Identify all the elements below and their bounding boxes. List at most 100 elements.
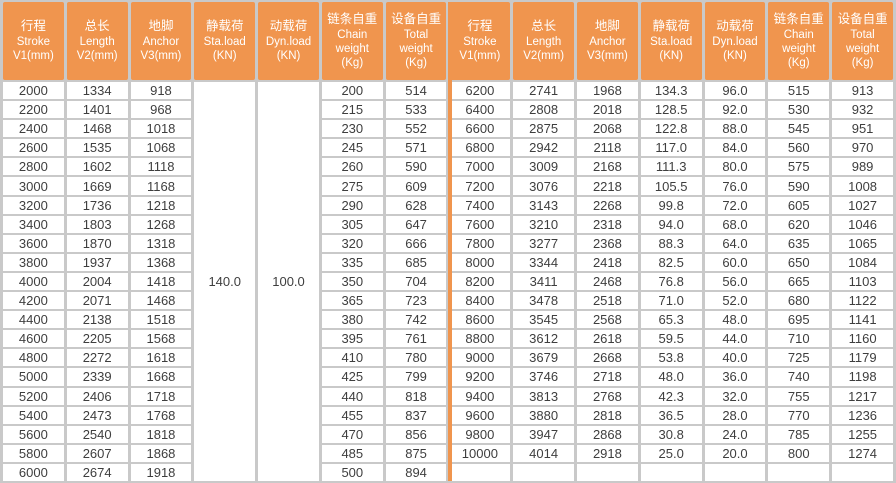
data-cell: 1218 xyxy=(130,196,192,214)
data-cell: 94.0 xyxy=(640,215,702,233)
header-line: Length xyxy=(526,35,562,48)
data-cell: 918 xyxy=(130,82,192,100)
data-cell: 59.5 xyxy=(640,330,702,348)
data-cell: 88.0 xyxy=(704,120,766,138)
data-cell: 3400 xyxy=(3,215,64,233)
header-line: 链条自重 xyxy=(327,12,378,27)
data-cell: 951 xyxy=(832,120,893,138)
data-cell: 970 xyxy=(832,139,893,157)
data-cell: 1602 xyxy=(66,158,128,176)
data-cell: 723 xyxy=(385,292,447,310)
data-cell: 932 xyxy=(832,101,893,119)
data-cell: 32.0 xyxy=(704,387,766,405)
data-cell: 1535 xyxy=(66,139,128,157)
data-cell: 1568 xyxy=(130,330,192,348)
data-cell: 3277 xyxy=(513,234,575,252)
data-cell: 500 xyxy=(321,463,383,481)
data-cell: 2718 xyxy=(577,368,638,386)
data-cell: 628 xyxy=(385,196,447,214)
data-cell: 3210 xyxy=(513,215,575,233)
data-cell: 25.0 xyxy=(640,444,702,462)
data-cell: 6400 xyxy=(449,101,511,119)
data-cell: 68.0 xyxy=(704,215,766,233)
data-cell: 3947 xyxy=(513,425,575,443)
header-line: V3(mm) xyxy=(140,49,182,62)
merged-sta-load-cell: 140.0 xyxy=(194,82,256,481)
data-cell: 704 xyxy=(385,272,447,291)
data-cell: 1118 xyxy=(130,158,192,176)
table-row: 6000 2674 1918 500 894 xyxy=(3,463,893,481)
header-line: (Kg) xyxy=(341,56,364,69)
data-cell: 2418 xyxy=(577,253,638,271)
data-cell: 350 xyxy=(321,272,383,291)
data-cell: 320 xyxy=(321,234,383,252)
data-cell: 71.0 xyxy=(640,292,702,310)
data-cell: 3880 xyxy=(513,406,575,424)
data-cell xyxy=(704,463,766,481)
data-cell: 122.8 xyxy=(640,120,702,138)
header-line: 总长 xyxy=(84,19,110,34)
data-cell: 3200 xyxy=(3,196,64,214)
data-cell: 105.5 xyxy=(640,177,702,195)
data-cell: 20.0 xyxy=(704,444,766,462)
data-cell: 2600 xyxy=(3,139,64,157)
header-line: Sta.load xyxy=(650,35,693,48)
header-line: weight xyxy=(335,42,369,55)
header-line: (KN) xyxy=(723,49,747,62)
data-cell: 1334 xyxy=(66,82,128,100)
data-cell: 5000 xyxy=(3,368,64,386)
data-cell: 1122 xyxy=(832,292,893,310)
data-cell: 2540 xyxy=(66,425,128,443)
data-cell: 605 xyxy=(768,196,830,214)
data-cell: 92.0 xyxy=(704,101,766,119)
data-cell: 3746 xyxy=(513,368,575,386)
header-cell-left-0: 行程 Stroke V1(mm) xyxy=(3,2,64,80)
data-cell: 2800 xyxy=(3,158,64,176)
data-cell: 1669 xyxy=(66,177,128,195)
data-cell: 76.0 xyxy=(704,177,766,195)
data-cell: 9800 xyxy=(449,425,511,443)
data-cell: 785 xyxy=(768,425,830,443)
data-cell: 410 xyxy=(321,349,383,367)
data-cell: 989 xyxy=(832,158,893,176)
table-row: 4400 2138 1518 380 742 8600 3545 2568 65.3 48.0 69… xyxy=(3,311,893,329)
data-cell: 1618 xyxy=(130,349,192,367)
header-line: V3(mm) xyxy=(586,49,628,62)
header-line: 地脚 xyxy=(148,19,174,34)
table-row: 5200 2406 1718 440 818 9400 3813 2768 42.3 32.0 75… xyxy=(3,387,893,405)
table-header: 行程 Stroke V1(mm) 总长 Length V2(mm) 地脚 Anchor V3(m… xyxy=(3,2,893,80)
data-cell: 1255 xyxy=(832,425,893,443)
data-cell: 4400 xyxy=(3,311,64,329)
data-cell: 4014 xyxy=(513,444,575,462)
table-row: 3400 1803 1268 305 647 7600 3210 2318 94.0 68.0 62… xyxy=(3,215,893,233)
data-cell: 3344 xyxy=(513,253,575,271)
data-cell: 3800 xyxy=(3,253,64,271)
data-cell: 4800 xyxy=(3,349,64,367)
data-cell: 440 xyxy=(321,387,383,405)
data-cell: 76.8 xyxy=(640,272,702,291)
data-cell: 2068 xyxy=(577,120,638,138)
data-cell: 88.3 xyxy=(640,234,702,252)
data-cell: 1008 xyxy=(832,177,893,195)
data-cell: 56.0 xyxy=(704,272,766,291)
header-line: weight xyxy=(399,42,433,55)
data-cell: 134.3 xyxy=(640,82,702,100)
data-cell: 5800 xyxy=(3,444,64,462)
header-line: 设备自重 xyxy=(837,12,888,27)
header-cell-right-0: 行程 Stroke V1(mm) xyxy=(449,2,511,80)
data-cell: 968 xyxy=(130,101,192,119)
data-cell: 590 xyxy=(768,177,830,195)
data-cell: 770 xyxy=(768,406,830,424)
data-cell: 3813 xyxy=(513,387,575,405)
data-cell: 650 xyxy=(768,253,830,271)
data-cell: 7800 xyxy=(449,234,511,252)
table-row: 5400 2473 1768 455 837 9600 3880 2818 36.5 28.0 77… xyxy=(3,406,893,424)
header-line: 设备自重 xyxy=(391,12,442,27)
data-cell: 2473 xyxy=(66,406,128,424)
header-line: V1(mm) xyxy=(459,49,501,62)
data-cell: 3076 xyxy=(513,177,575,195)
header-cell-left-1: 总长 Length V2(mm) xyxy=(66,2,128,80)
data-cell: 1268 xyxy=(130,215,192,233)
header-line: 静载荷 xyxy=(205,19,244,34)
